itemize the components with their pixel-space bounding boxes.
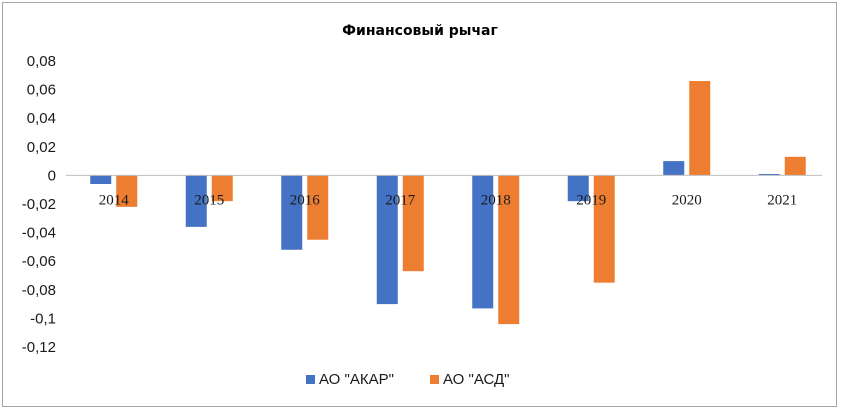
y-tick-label: -0,1 xyxy=(30,310,56,327)
bar xyxy=(593,175,615,283)
x-tick-label: 2018 xyxy=(481,192,511,208)
bar xyxy=(90,175,112,184)
x-tick-label: 2020 xyxy=(672,192,702,208)
y-tick-label: -0,02 xyxy=(22,196,56,213)
legend-label: АО "АКАР" xyxy=(319,371,394,388)
bars xyxy=(90,81,806,325)
bar xyxy=(376,175,398,305)
bar xyxy=(402,175,424,272)
x-tick-label: 2019 xyxy=(576,192,606,208)
x-tick-label: 2016 xyxy=(290,192,321,208)
x-tick-label: 2017 xyxy=(385,192,416,208)
bar xyxy=(307,175,329,240)
chart-title: Финансовый рычаг xyxy=(342,23,498,39)
bar xyxy=(689,81,711,176)
y-tick-label: -0,12 xyxy=(22,339,56,356)
y-tick-label: 0,04 xyxy=(27,110,56,127)
bar xyxy=(211,175,233,202)
bar xyxy=(185,175,207,227)
bar xyxy=(784,156,806,176)
x-axis-ticks: 2014 2015 2016 2017 2018 2019 2020 2021 xyxy=(99,192,798,208)
y-tick-label: 0,08 xyxy=(27,53,56,70)
legend-label: АО "АСД" xyxy=(443,371,510,388)
bar xyxy=(567,175,589,202)
bar xyxy=(663,161,685,176)
x-tick-label: 2015 xyxy=(194,192,224,208)
y-tick-label: 0 xyxy=(48,167,56,184)
y-tick-label: -0,08 xyxy=(22,282,56,299)
legend-swatch xyxy=(430,375,439,384)
x-tick-label: 2021 xyxy=(767,192,797,208)
bar xyxy=(758,173,780,176)
bar xyxy=(472,175,494,309)
bar xyxy=(281,175,303,250)
legend: АО "АКАР" АО "АСД" xyxy=(306,371,510,388)
y-axis-ticks: 0,08 0,06 0,04 0,02 0 -0,02 -0,04 -0,06 -0,08 -0,… xyxy=(22,53,56,356)
y-tick-label: -0,04 xyxy=(22,225,56,242)
legend-swatch xyxy=(306,375,315,384)
y-tick-label: 0,06 xyxy=(27,82,56,99)
bar xyxy=(116,175,138,207)
x-tick-label: 2014 xyxy=(99,192,130,208)
y-tick-label: 0,02 xyxy=(27,139,56,156)
y-tick-label: -0,06 xyxy=(22,253,56,270)
bar xyxy=(498,175,520,325)
